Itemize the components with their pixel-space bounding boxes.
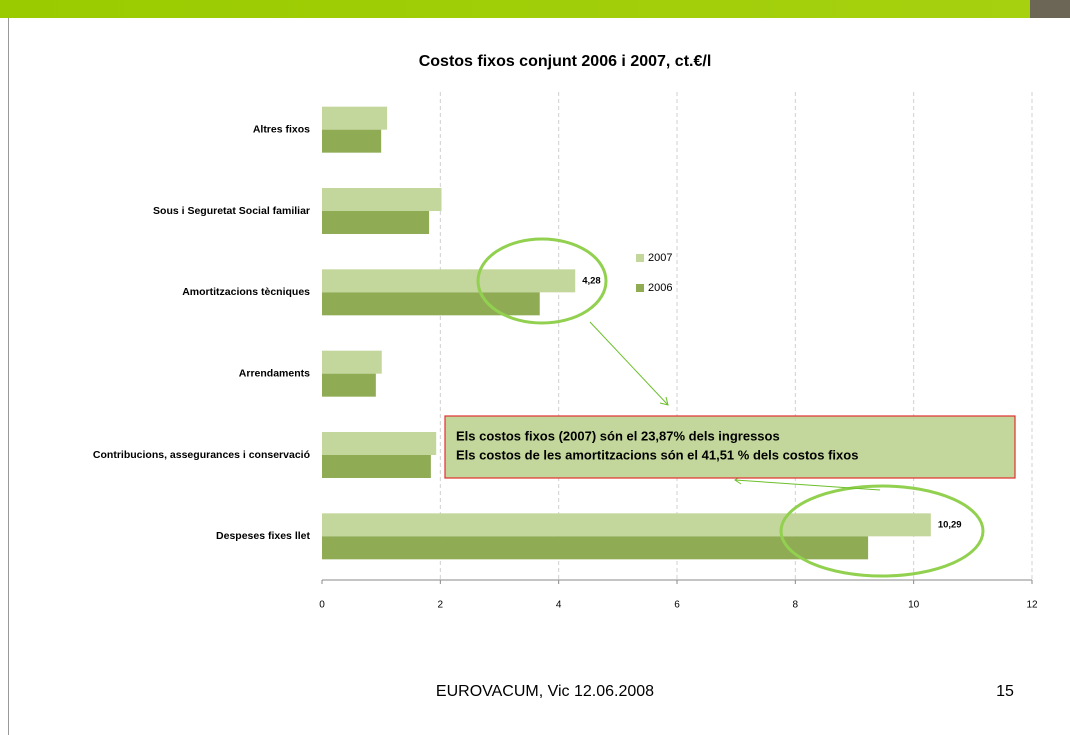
x-tick-label: 8 bbox=[793, 600, 799, 611]
annotation: Els costos de les amortitzacions són el … bbox=[456, 447, 858, 462]
legend-label: 2006 bbox=[648, 282, 672, 294]
x-tick-label: 12 bbox=[1026, 600, 1038, 611]
y-tick-label: Arrendaments bbox=[239, 367, 310, 379]
annotation-box bbox=[444, 415, 1016, 479]
arrowhead bbox=[659, 396, 669, 406]
bar bbox=[322, 269, 576, 293]
bar bbox=[322, 373, 376, 397]
y-tick-label: Altres fixos bbox=[253, 123, 310, 135]
legend-swatch bbox=[636, 284, 644, 292]
data-label: 4,28 bbox=[582, 275, 601, 286]
arrow bbox=[589, 321, 669, 406]
data-label: 10,29 bbox=[938, 519, 962, 530]
corner-image bbox=[1030, 0, 1070, 18]
x-tick-label: 2 bbox=[438, 600, 444, 611]
bar bbox=[322, 129, 382, 153]
y-tick-label: Contribucions, assegurances i conservaci… bbox=[93, 449, 310, 461]
legend-label: 2007 bbox=[648, 252, 672, 264]
top-bar bbox=[0, 0, 1070, 18]
bar bbox=[322, 188, 442, 211]
x-tick-label: 4 bbox=[556, 600, 562, 611]
y-tick-label: Amortitzacions tècniques bbox=[182, 286, 310, 298]
highlight-ellipse bbox=[779, 484, 985, 578]
bar bbox=[322, 350, 382, 374]
legend-swatch bbox=[636, 254, 644, 262]
bar bbox=[322, 292, 540, 316]
highlight-ellipse bbox=[476, 237, 608, 325]
footer-text: EUROVACUM, Vic 12.06.2008 bbox=[436, 683, 654, 700]
bar bbox=[322, 455, 431, 478]
x-tick-label: 10 bbox=[908, 600, 920, 611]
bar bbox=[322, 106, 388, 130]
bar bbox=[322, 513, 931, 537]
y-tick-label: Despeses fixes llet bbox=[216, 530, 310, 542]
annotation: Els costos fixos (2007) són el 23,87% de… bbox=[456, 428, 780, 443]
bar bbox=[322, 432, 437, 455]
bar bbox=[322, 536, 869, 560]
bar bbox=[322, 211, 430, 234]
y-tick-label: Sous i Seguretat Social familiar bbox=[153, 205, 310, 217]
chart-title: Costos fixos conjunt 2006 i 2007, ct.€/l bbox=[419, 53, 712, 70]
page-number: 15 bbox=[996, 683, 1014, 700]
arrow bbox=[734, 479, 881, 491]
plot: 0 2 4 6 8 10 12 Altres fixos Sous i Seguretat So… bbox=[93, 92, 1038, 611]
x-tick-label: 0 bbox=[319, 600, 325, 611]
x-tick-label: 6 bbox=[674, 600, 680, 611]
